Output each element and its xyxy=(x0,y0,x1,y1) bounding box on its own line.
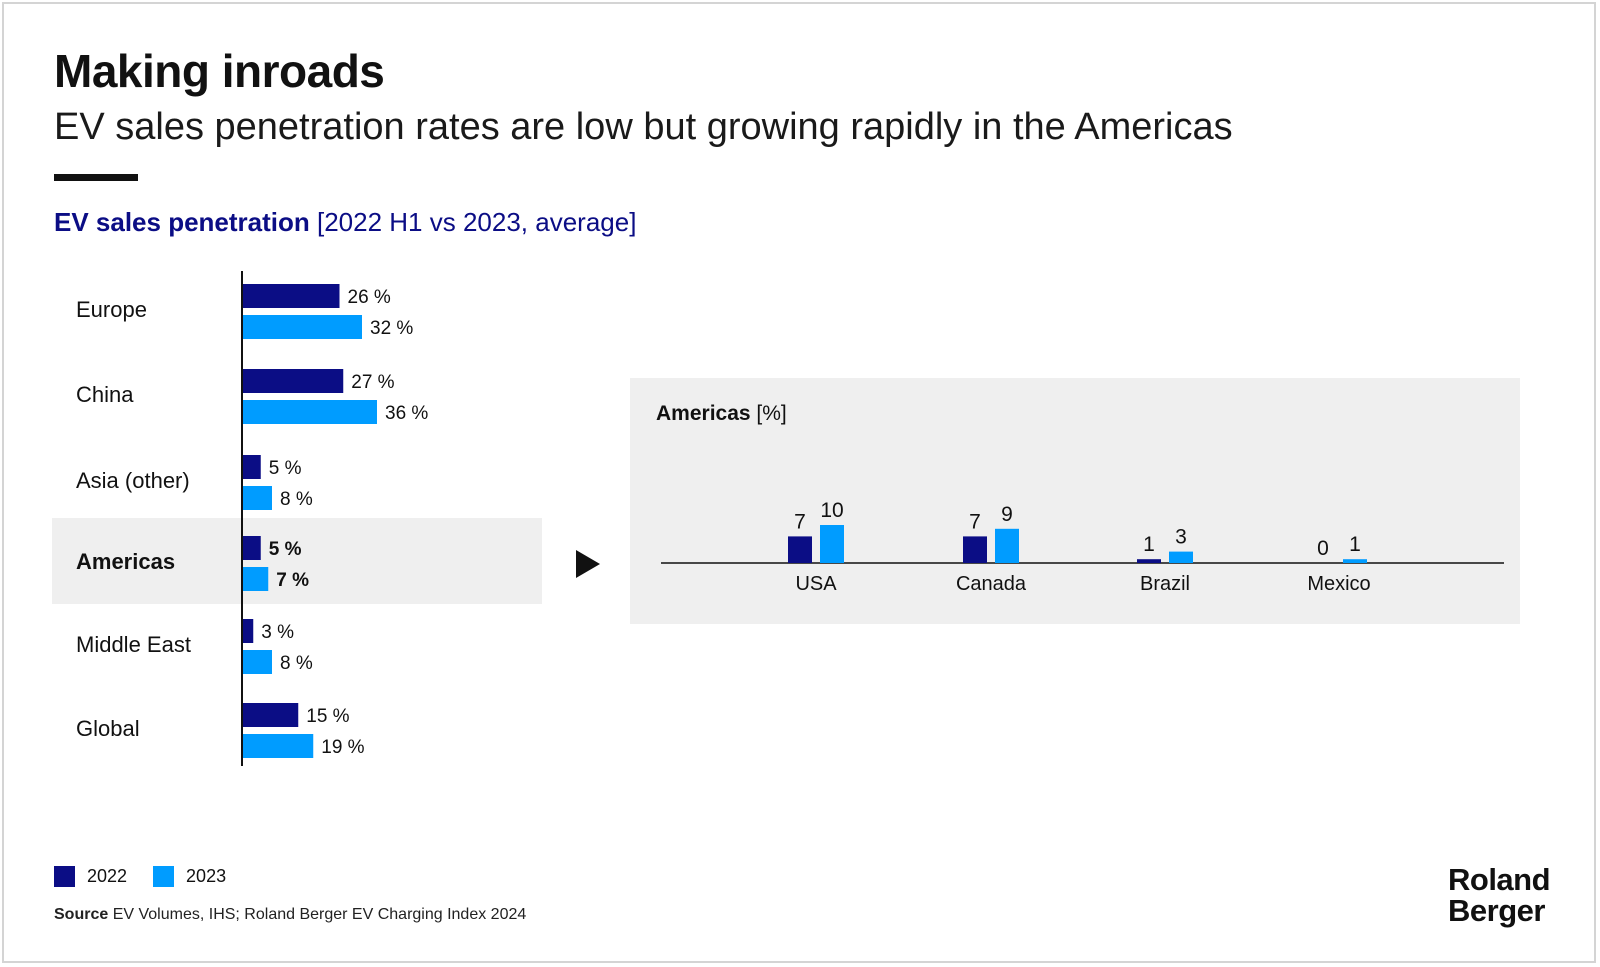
bar-usa-2022 xyxy=(788,536,812,563)
title-rule xyxy=(54,174,138,181)
chart-heading-rest: [2022 H1 vs 2023, average] xyxy=(309,207,637,237)
data-label-asia-other-2023: 8 % xyxy=(280,489,313,510)
data-label-americas-2023: 7 % xyxy=(276,570,309,591)
legend-label-2022: 2022 xyxy=(87,866,128,886)
bar-china-2023 xyxy=(242,400,377,424)
data-label-usa-2022: 7 xyxy=(794,510,806,533)
category-label-americas: Americas xyxy=(76,549,175,574)
arrow-icon xyxy=(576,550,600,578)
category-label-middle-east: Middle East xyxy=(76,632,191,657)
bar-global-2022 xyxy=(242,703,299,727)
bar-europe-2023 xyxy=(242,315,362,339)
bar-usa-2023 xyxy=(820,525,844,563)
bar-middle-east-2022 xyxy=(242,619,254,643)
bar-global-2023 xyxy=(242,734,314,758)
data-label-global-2023: 19 % xyxy=(321,737,364,758)
highlight-band-americas xyxy=(52,518,542,604)
legend-swatch-2022 xyxy=(54,866,75,887)
bar-brazil-2023 xyxy=(1169,551,1193,563)
data-label-usa-2023: 10 xyxy=(820,499,843,522)
category-label-china: China xyxy=(76,382,134,407)
legend-item-2022: 2022 xyxy=(54,866,127,887)
data-label-brazil-2022: 1 xyxy=(1143,533,1155,556)
source-label: Source xyxy=(54,906,109,923)
panel-title: Americas [%] xyxy=(656,402,787,425)
data-label-europe-2023: 32 % xyxy=(370,318,413,339)
data-label-mexico-2023: 1 xyxy=(1349,533,1361,556)
chart-canvas: Europe 26 % 32 % China 27 % 36 % Asia (other) 5… xyxy=(52,271,1520,766)
legend-label-2023: 2023 xyxy=(186,866,227,886)
data-label-europe-2022: 26 % xyxy=(348,287,391,308)
bar-europe-2022 xyxy=(242,284,340,308)
data-label-asia-other-2022: 5 % xyxy=(269,458,302,479)
source-text: EV Volumes, IHS; Roland Berger EV Chargi… xyxy=(108,906,527,923)
chart-heading: EV sales penetration [2022 H1 vs 2023, a… xyxy=(54,207,636,238)
panel-title-bold: Americas xyxy=(656,402,751,425)
page-title: Making inroads xyxy=(54,45,385,97)
legend: 2022 2023 xyxy=(54,866,252,887)
data-label-middle-east-2022: 3 % xyxy=(261,622,294,643)
bar-mexico-2023 xyxy=(1343,559,1367,563)
bar-asia-other-2023 xyxy=(242,486,272,510)
page-subtitle: EV sales penetration rates are low but g… xyxy=(54,106,1233,148)
bar-canada-2022 xyxy=(963,536,987,563)
category-label-europe: Europe xyxy=(76,297,147,322)
tick-label-brazil: Brazil xyxy=(1140,573,1190,595)
bar-asia-other-2022 xyxy=(242,455,261,479)
bar-china-2022 xyxy=(242,369,344,393)
legend-swatch-2023 xyxy=(153,866,175,887)
bar-americas-2022 xyxy=(242,536,261,560)
data-label-china-2022: 27 % xyxy=(351,372,394,393)
source-note: Source EV Volumes, IHS; Roland Berger EV… xyxy=(54,906,526,924)
data-label-brazil-2023: 3 xyxy=(1175,526,1187,549)
bar-middle-east-2023 xyxy=(242,650,272,674)
data-label-canada-2023: 9 xyxy=(1001,503,1013,526)
data-label-middle-east-2023: 8 % xyxy=(280,653,313,674)
data-label-china-2023: 36 % xyxy=(385,403,428,424)
bar-brazil-2022 xyxy=(1137,559,1161,563)
legend-item-2023: 2023 xyxy=(153,866,226,887)
data-label-americas-2022: 5 % xyxy=(269,539,302,560)
category-label-asia-other: Asia (other) xyxy=(76,468,190,493)
brand-logo: Roland Berger xyxy=(1448,862,1551,928)
bar-americas-2023 xyxy=(242,567,269,591)
tick-label-usa: USA xyxy=(795,573,837,595)
data-label-mexico-2022: 0 xyxy=(1317,537,1329,560)
tick-label-mexico: Mexico xyxy=(1307,573,1370,595)
tick-label-canada: Canada xyxy=(956,573,1027,595)
category-label-global: Global xyxy=(76,716,140,741)
data-label-global-2022: 15 % xyxy=(306,706,349,727)
panel-title-rest: [%] xyxy=(751,402,787,425)
logo-line-2: Berger xyxy=(1448,893,1545,928)
americas-panel xyxy=(630,378,1520,624)
data-label-canada-2022: 7 xyxy=(969,510,981,533)
bar-canada-2023 xyxy=(995,528,1019,563)
chart-heading-bold: EV sales penetration xyxy=(54,207,310,237)
logo-line-1: Roland xyxy=(1448,862,1551,897)
